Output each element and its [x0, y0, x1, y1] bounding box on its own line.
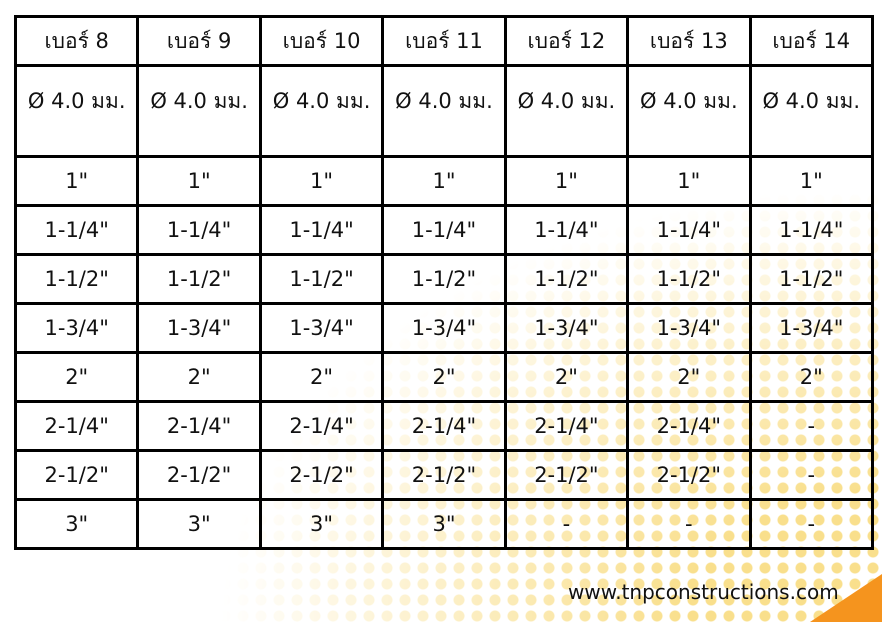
table-row: 2" 2" 2" 2" 2" 2" 2"	[13, 351, 875, 403]
table-cell: 2-1/4"	[136, 400, 262, 452]
table-cell: 1-1/4"	[258, 204, 385, 256]
table-cell: 1-1/2"	[748, 253, 875, 305]
table-cell: 2"	[626, 351, 752, 403]
table-cell: 2-1/2"	[136, 449, 262, 501]
table-row: 1-3/4" 1-3/4" 1-3/4" 1-3/4" 1-3/4" 1-3/4" 1-3/…	[13, 302, 875, 354]
table-cell: 2"	[13, 351, 140, 403]
table-cell: 2-1/4"	[503, 400, 630, 452]
table-cell: 1"	[503, 155, 630, 207]
table-cell: -	[626, 498, 752, 550]
table-cell: 1"	[136, 155, 262, 207]
table-cell: เบอร์ 12	[503, 15, 630, 67]
table-cell: 3"	[258, 498, 385, 550]
table-cell: เบอร์ 9	[136, 15, 262, 67]
table-cell: Ø 4.0 มม.	[136, 64, 262, 158]
table-cell: 1-1/2"	[136, 253, 262, 305]
table-cell: 2"	[136, 351, 262, 403]
table-cell: 1-3/4"	[748, 302, 875, 354]
table-cell: 2"	[381, 351, 507, 403]
table-row: 1-1/4" 1-1/4" 1-1/4" 1-1/4" 1-1/4" 1-1/4" 1-1/…	[13, 204, 875, 256]
table-cell: เบอร์ 8	[13, 15, 140, 67]
table-row: 2-1/4" 2-1/4" 2-1/4" 2-1/4" 2-1/4" 2-1/4" -	[13, 400, 875, 452]
table-cell: 1-1/2"	[381, 253, 507, 305]
table-cell: 1-1/2"	[503, 253, 630, 305]
table-cell: Ø 4.0 มม.	[626, 64, 752, 158]
header-row: เบอร์ 8 เบอร์ 9 เบอร์ 10 เบอร์ 11 เบอร์ 12 เบ…	[13, 15, 875, 67]
table-cell: 2-1/4"	[626, 400, 752, 452]
table-cell: 1"	[626, 155, 752, 207]
website-url: www.tnpconstructions.com	[568, 580, 839, 604]
table-cell: 1-3/4"	[136, 302, 262, 354]
table-cell: -	[503, 498, 630, 550]
table-row: 3" 3" 3" 3" - - -	[13, 498, 875, 550]
table-cell: 1"	[381, 155, 507, 207]
table-cell: 2-1/4"	[258, 400, 385, 452]
table-cell: 1-3/4"	[258, 302, 385, 354]
table-cell: 2-1/2"	[626, 449, 752, 501]
table-cell: 2-1/2"	[258, 449, 385, 501]
table-cell: Ø 4.0 มม.	[13, 64, 140, 158]
table-cell: 2"	[258, 351, 385, 403]
table-row: 1" 1" 1" 1" 1" 1" 1"	[13, 155, 875, 207]
table-cell: 1-3/4"	[381, 302, 507, 354]
table-cell: 1-1/4"	[381, 204, 507, 256]
table-cell: เบอร์ 11	[381, 15, 507, 67]
table-cell: 2-1/2"	[13, 449, 140, 501]
table-cell: เบอร์ 13	[626, 15, 752, 67]
diameter-row: Ø 4.0 มม. Ø 4.0 มม. Ø 4.0 มม. Ø 4.0 มม. Ø 4.…	[13, 64, 875, 158]
table-cell: 1-3/4"	[626, 302, 752, 354]
table-cell: 3"	[13, 498, 140, 550]
table-cell: 2-1/2"	[503, 449, 630, 501]
table-cell: -	[748, 449, 875, 501]
table-cell: 3"	[136, 498, 262, 550]
table-row: 2-1/2" 2-1/2" 2-1/2" 2-1/2" 2-1/2" 2-1/2" -	[13, 449, 875, 501]
table-cell: 2-1/4"	[381, 400, 507, 452]
nail-size-table: เบอร์ 8 เบอร์ 9 เบอร์ 10 เบอร์ 11 เบอร์ 12 เบ…	[13, 15, 875, 550]
table-cell: Ø 4.0 มม.	[258, 64, 385, 158]
table-cell: 1-1/4"	[748, 204, 875, 256]
orange-corner-decoration	[810, 574, 882, 622]
table-cell: 1"	[748, 155, 875, 207]
table-row: 1-1/2" 1-1/2" 1-1/2" 1-1/2" 1-1/2" 1-1/2" 1-1/…	[13, 253, 875, 305]
table-cell: 1-1/4"	[13, 204, 140, 256]
table-cell: 1-1/4"	[136, 204, 262, 256]
table-cell: 1-3/4"	[503, 302, 630, 354]
table-cell: -	[748, 400, 875, 452]
table-cell: 1-1/4"	[626, 204, 752, 256]
table-cell: 1"	[258, 155, 385, 207]
table-cell: Ø 4.0 มม.	[381, 64, 507, 158]
table-cell: 2-1/4"	[13, 400, 140, 452]
table-cell: 1"	[13, 155, 140, 207]
table-cell: เบอร์ 10	[258, 15, 385, 67]
table-cell: -	[748, 498, 875, 550]
table-cell: 2"	[748, 351, 875, 403]
table-cell: 1-1/4"	[503, 204, 630, 256]
table-cell: เบอร์ 14	[748, 15, 875, 67]
table-cell: 2-1/2"	[381, 449, 507, 501]
table-cell: 1-3/4"	[13, 302, 140, 354]
table-cell: 1-1/2"	[258, 253, 385, 305]
table-cell: Ø 4.0 มม.	[748, 64, 875, 158]
table-cell: 2"	[503, 351, 630, 403]
table-cell: 1-1/2"	[13, 253, 140, 305]
table-cell: 3"	[381, 498, 507, 550]
table-cell: 1-1/2"	[626, 253, 752, 305]
table-cell: Ø 4.0 มม.	[503, 64, 630, 158]
